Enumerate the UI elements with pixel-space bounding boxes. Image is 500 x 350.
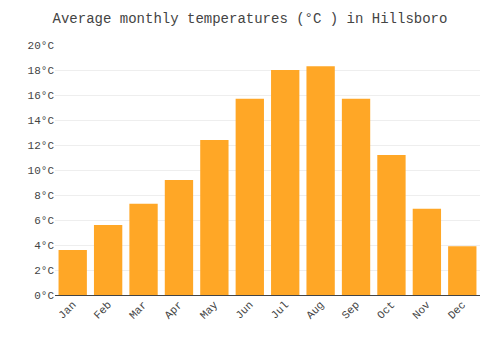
svg-text:Sep: Sep bbox=[340, 299, 362, 321]
svg-text:8°C: 8°C bbox=[34, 190, 54, 202]
svg-text:Aug: Aug bbox=[304, 299, 326, 321]
svg-text:20°C: 20°C bbox=[28, 40, 55, 52]
svg-text:Jul: Jul bbox=[269, 299, 291, 321]
svg-text:Nov: Nov bbox=[410, 299, 433, 322]
svg-text:Apr: Apr bbox=[162, 299, 184, 321]
svg-text:6°C: 6°C bbox=[34, 215, 54, 227]
svg-text:Dec: Dec bbox=[446, 299, 468, 321]
svg-text:Oct: Oct bbox=[375, 299, 397, 321]
svg-text:Jun: Jun bbox=[233, 299, 255, 321]
svg-text:May: May bbox=[198, 299, 221, 322]
svg-text:Jan: Jan bbox=[56, 299, 78, 321]
svg-text:4°C: 4°C bbox=[34, 240, 54, 252]
svg-text:10°C: 10°C bbox=[28, 165, 55, 177]
svg-text:16°C: 16°C bbox=[28, 90, 55, 102]
svg-text:Average monthly temperatures (: Average monthly temperatures (°C ) in Hi… bbox=[53, 11, 448, 27]
svg-text:12°C: 12°C bbox=[28, 140, 55, 152]
svg-text:0°C: 0°C bbox=[34, 290, 54, 302]
svg-text:18°C: 18°C bbox=[28, 65, 55, 77]
svg-text:Mar: Mar bbox=[127, 299, 149, 321]
svg-text:2°C: 2°C bbox=[34, 265, 54, 277]
svg-text:Feb: Feb bbox=[92, 299, 114, 321]
svg-text:14°C: 14°C bbox=[28, 115, 55, 127]
